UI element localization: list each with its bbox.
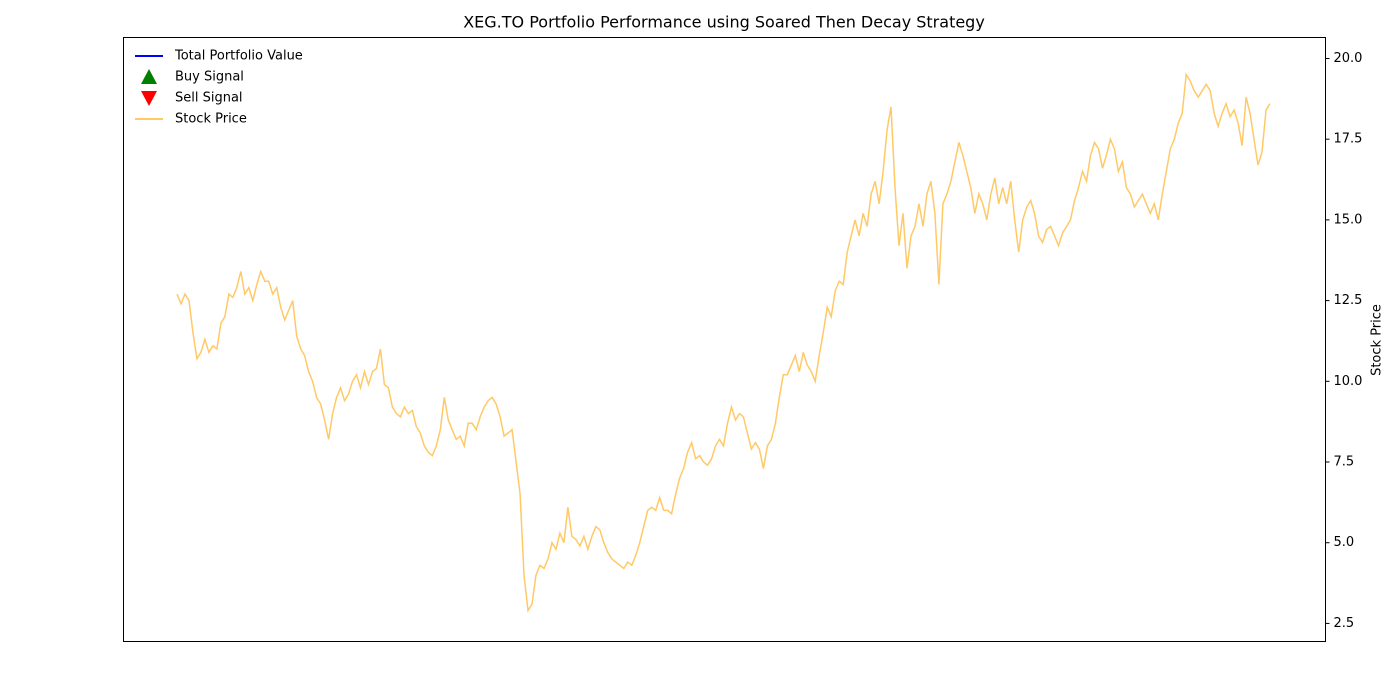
legend-swatch	[141, 91, 157, 106]
y2-tick-label: 12.5	[1334, 293, 1363, 308]
y2-tick-label: 5.0	[1334, 535, 1355, 550]
y2-tick-label: 10.0	[1334, 374, 1363, 389]
y2-tick-label: 17.5	[1334, 132, 1363, 147]
chart-title: XEG.TO Portfolio Performance using Soare…	[463, 13, 985, 32]
legend-label: Stock Price	[175, 112, 247, 127]
y2-tick-label: 20.0	[1334, 51, 1363, 66]
legend-swatch	[141, 69, 157, 84]
y2-tick-label: 15.0	[1334, 212, 1363, 227]
legend-label: Buy Signal	[175, 70, 244, 85]
y2-axis-label: Stock Price	[1370, 304, 1385, 376]
y2-tick-label: 7.5	[1334, 455, 1355, 470]
plot-frame	[123, 37, 1326, 642]
legend-label: Sell Signal	[175, 91, 243, 106]
y2-tick-label: 2.5	[1334, 616, 1355, 631]
price-line	[176, 72, 1271, 613]
legend-label: Total Portfolio Value	[174, 49, 303, 64]
